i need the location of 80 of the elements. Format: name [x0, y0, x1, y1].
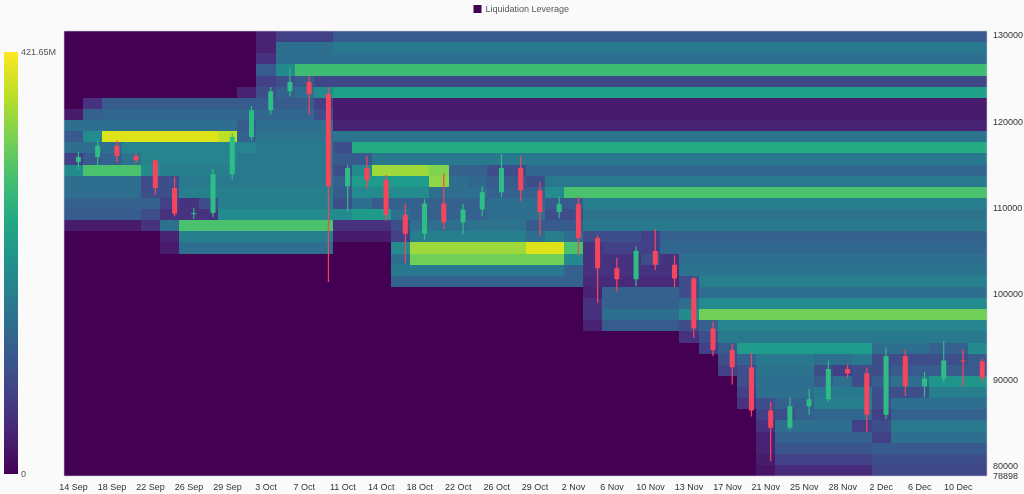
x-tick-label: 18 Sep	[97, 482, 127, 492]
candlestick	[768, 401, 774, 462]
candlestick	[537, 181, 543, 236]
candlestick	[941, 341, 947, 382]
x-tick-label: 22 Oct	[444, 482, 472, 492]
candlestick	[575, 196, 581, 256]
x-tick-label: 26 Oct	[483, 482, 511, 492]
candlestick	[364, 156, 370, 189]
x-tick-label: 26 Sep	[174, 482, 204, 492]
candlestick	[229, 133, 235, 180]
candlestick	[460, 203, 466, 235]
candlestick	[748, 352, 754, 417]
candlestick	[75, 151, 81, 170]
candlestick	[114, 140, 120, 163]
x-tick-label: 22 Sep	[136, 482, 165, 492]
x-tick-label: 29 Oct	[521, 482, 549, 492]
candlestick	[479, 186, 485, 217]
candlestick	[864, 367, 870, 432]
x-tick-label: 29 Sep	[213, 482, 242, 492]
candlestick	[133, 153, 139, 163]
candlestick	[825, 360, 831, 402]
candlestick	[652, 229, 658, 270]
x-tick-label: 11 Oct	[329, 482, 357, 492]
candlestick	[498, 154, 504, 198]
candlestick	[518, 156, 524, 201]
candlestick	[614, 257, 620, 292]
candlestick	[845, 364, 851, 378]
candlestick	[691, 276, 697, 338]
candlestick	[806, 388, 812, 415]
y-tick-label: 90000	[993, 375, 1019, 386]
y-tick-label: 100000	[993, 289, 1024, 300]
y-tick-label: 80000	[993, 461, 1019, 472]
candlestick	[422, 199, 428, 240]
candlestick	[402, 203, 408, 263]
x-tick-label: 3 Oct	[255, 482, 278, 492]
y-tick-label: 110000	[993, 202, 1023, 213]
x-tick-label: 6 Dec	[907, 482, 932, 492]
y-tick-label: 130000	[993, 30, 1024, 41]
x-tick-label: 14 Sep	[59, 482, 88, 492]
candlestick	[152, 159, 158, 195]
x-tick-label: 18 Oct	[406, 482, 434, 492]
x-tick-label: 6 Nov	[600, 482, 625, 492]
candlestick	[268, 87, 274, 115]
candlestick	[172, 176, 178, 217]
y-tick-label: 78898	[993, 471, 1019, 481]
x-tick-label: 25 Nov	[790, 482, 820, 492]
candlestick	[441, 173, 447, 230]
x-tick-label: 17 Nov	[713, 482, 743, 492]
candlestick	[306, 75, 312, 115]
candlestick	[787, 397, 793, 430]
candlestick	[345, 164, 351, 213]
x-tick-label: 10 Dec	[943, 482, 973, 492]
candlestick	[960, 349, 966, 387]
candlestick	[556, 196, 562, 219]
x-tick-label: 13 Nov	[674, 482, 704, 492]
candlestick	[633, 246, 639, 287]
candlestick	[383, 175, 389, 221]
x-tick-label: 2 Nov	[561, 482, 586, 492]
color-bar-label: 0	[21, 469, 27, 479]
x-tick-label: 7 Oct	[293, 482, 316, 492]
candlestick	[979, 358, 985, 382]
candlestick	[672, 255, 678, 288]
x-tick-label: 14 Oct	[368, 482, 396, 492]
x-tick-label: 2 Dec	[869, 482, 894, 492]
candlestick	[902, 349, 908, 396]
color-bar-title: Liquidation Leverage	[485, 4, 570, 14]
candlestick	[325, 87, 331, 282]
candlestick	[210, 168, 216, 218]
candlestick	[248, 106, 254, 141]
x-tick-label: 21 Nov	[751, 482, 781, 492]
x-tick-label: 28 Nov	[828, 482, 858, 492]
candlestick	[710, 321, 716, 357]
color-bar-label: 421.65M	[21, 47, 57, 57]
candlestick	[729, 344, 735, 385]
y-tick-label: 120000	[993, 116, 1024, 127]
x-tick-label: 10 Nov	[636, 482, 666, 492]
candlestick	[883, 347, 889, 420]
candlestick	[95, 140, 101, 167]
candlestick	[595, 235, 601, 303]
candlestick	[287, 68, 293, 97]
